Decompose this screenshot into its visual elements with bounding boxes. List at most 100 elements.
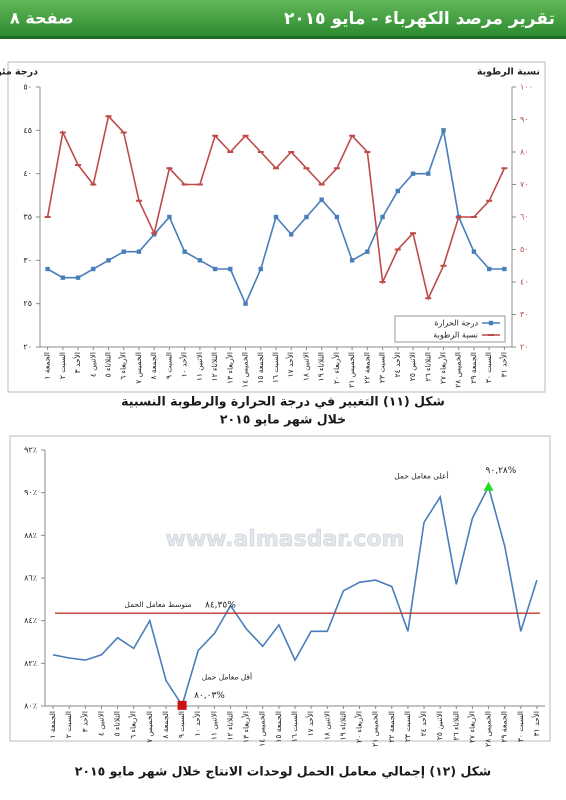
legend-label: نسبة الرطوبة — [433, 331, 478, 340]
x-tick-label: الجمعة ١٥ — [274, 711, 283, 743]
x-tick-label: السبت ٩ — [177, 711, 186, 738]
chart-frame — [9, 435, 551, 742]
y2-tick-label: ٨٠ — [520, 148, 529, 157]
point-marker — [319, 197, 324, 202]
max-annotation: أعلى معامل حمل — [394, 471, 448, 481]
point-marker — [303, 167, 310, 170]
header-bar — [0, 0, 566, 36]
y-tick-label: ٩٠٪ — [24, 488, 37, 497]
legend-label: درجة الحرارة — [434, 319, 478, 328]
x-tick-label: الجمعة ١ — [43, 352, 52, 380]
point-marker — [486, 266, 492, 272]
x-tick-label: الأربعاء ٦ — [118, 352, 128, 380]
point-marker — [182, 249, 187, 254]
point-marker — [167, 214, 172, 220]
y2-tick-label: ٧٠ — [520, 180, 529, 189]
point-marker — [44, 216, 51, 218]
x-tick-label: الأحد ١٠ — [179, 352, 189, 377]
point-marker — [90, 183, 97, 186]
min-annotation: أقل معامل حمل — [202, 671, 252, 681]
point-marker — [333, 167, 340, 170]
average-name: متوسط معامل الحمل — [124, 600, 191, 609]
y2-tick-label: ٦٠ — [520, 213, 529, 222]
x-tick-label: الخميس ٢٨ — [484, 711, 493, 747]
point-marker — [364, 151, 371, 153]
x-tick-label: الجمعة ٢٢ — [362, 352, 371, 384]
point-marker — [243, 301, 248, 306]
point-marker — [349, 134, 356, 137]
x-tick-label: السبت ٣٠ — [516, 711, 525, 742]
x-tick-label: الاثنين ٤ — [88, 352, 97, 377]
y-tick-label: ٣٠ — [23, 256, 32, 265]
x-tick-label: السبت ١٦ — [290, 711, 299, 742]
point-marker — [227, 151, 234, 153]
point-marker — [45, 266, 50, 272]
point-marker — [394, 248, 401, 251]
x-tick-label: الأربعاء ٢٠ — [331, 352, 341, 384]
point-marker — [410, 232, 417, 235]
x-tick-label: الخميس ١٤ — [241, 352, 250, 388]
y-tick-label: ٨٤٪ — [24, 616, 37, 625]
point-marker — [151, 232, 158, 235]
x-tick-label: الجمعة ٨ — [161, 711, 170, 739]
page-number: صفحة ٨ — [10, 9, 74, 28]
x-tick-label: الخميس ٢١ — [347, 352, 356, 388]
max-value-label: ٩٠,٢٨% — [486, 466, 517, 476]
point-marker — [59, 131, 66, 134]
point-marker — [105, 115, 112, 118]
point-marker — [212, 266, 218, 272]
point-marker — [166, 167, 173, 170]
x-tick-label: الثلاثاء ٥ — [113, 711, 122, 736]
x-tick-label: الأحد ٣ — [79, 711, 89, 732]
point-marker — [196, 183, 203, 186]
point-marker — [91, 266, 96, 272]
point-marker — [304, 214, 309, 220]
x-tick-label: الاثنين ١٨ — [322, 711, 331, 740]
x-tick-label: الثلاثاء ١٢ — [225, 711, 234, 740]
y-tick-label: ٤٥ — [23, 126, 32, 135]
point-marker — [242, 134, 249, 137]
point-marker — [488, 334, 494, 336]
x-tick-label: الجمعة ١ — [48, 711, 57, 739]
x-tick-label: الثلاثاء ١٩ — [317, 352, 326, 381]
y2-tick-label: ٥٠ — [520, 245, 529, 254]
point-marker — [75, 164, 82, 166]
y2-tick-label: ١٠٠ — [520, 83, 533, 92]
header-title: تقرير مرصد الكهرباء - مايو ٢٠١٥ — [284, 9, 555, 29]
point-marker — [488, 320, 494, 326]
y-tick-label: ٨٨٪ — [24, 531, 37, 540]
x-tick-label: السبت ٣٠ — [484, 352, 493, 383]
point-marker — [120, 131, 127, 134]
point-marker — [273, 214, 279, 220]
x-tick-label: الاثنين ٢٥ — [435, 711, 444, 740]
x-tick-label: الأحد ٣ — [72, 352, 82, 373]
series-line — [52, 484, 538, 708]
point-marker — [486, 199, 493, 202]
point-marker — [365, 249, 370, 254]
point-marker — [257, 151, 264, 153]
point-marker — [136, 249, 142, 254]
point-marker — [289, 232, 294, 237]
x-tick-label: الجمعة ١٥ — [256, 352, 265, 384]
x-tick-label: الجمعة ٢٢ — [387, 711, 396, 743]
x-tick-label: الاثنين ٤ — [96, 711, 105, 736]
point-marker — [441, 128, 446, 133]
y-tick-label: ٨٢٪ — [24, 659, 37, 668]
x-tick-label: الأحد ١٧ — [305, 711, 315, 736]
point-marker — [470, 216, 477, 218]
x-tick-label: السبت ٢ — [58, 352, 67, 379]
y-tick-label: ٢٠ — [23, 343, 32, 352]
point-marker — [410, 171, 416, 176]
figure-caption: شكل (١٢) إجمالي معامل الحمل لوحدات الانت… — [75, 764, 491, 779]
point-marker — [425, 297, 432, 300]
max-marker — [483, 481, 494, 491]
x-tick-label: الثلاثاء ١٩ — [338, 711, 347, 740]
point-marker — [212, 134, 219, 137]
y-tick-label: ٢٥ — [23, 299, 32, 308]
x-tick-label: الخميس ٧ — [134, 352, 143, 384]
x-tick-label: الاثنين ١٨ — [301, 352, 310, 381]
point-marker — [349, 258, 355, 263]
point-marker — [380, 214, 385, 220]
